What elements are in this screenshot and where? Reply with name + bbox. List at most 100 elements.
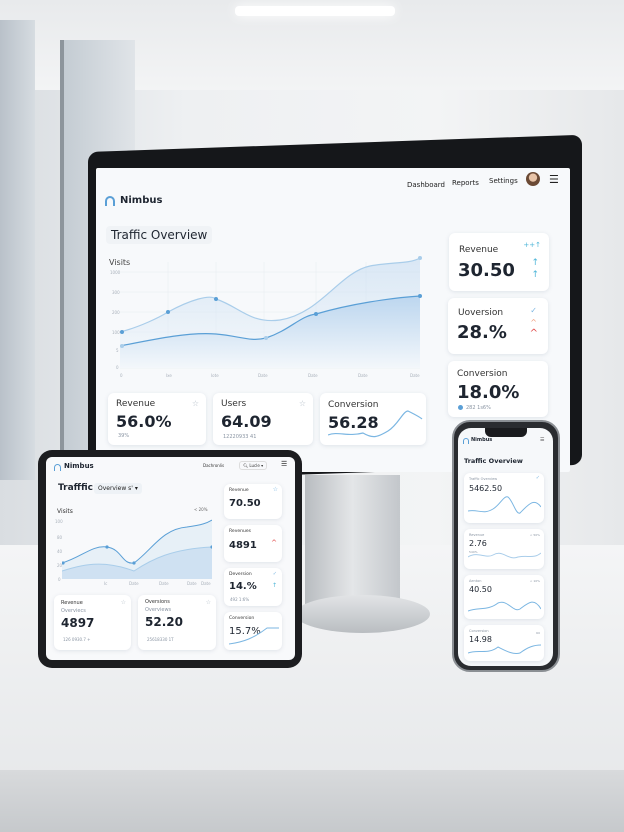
card-value: 18.0% xyxy=(457,382,520,403)
card-label: Oversions xyxy=(145,599,170,605)
overview-dropdown[interactable]: Overview s' ▾ xyxy=(94,483,142,494)
x-tick: Date xyxy=(187,581,197,586)
card-badge: < 10% xyxy=(529,579,540,583)
visits-area-chart xyxy=(120,256,422,369)
deversion-side-card[interactable]: Deversion 14.% ✓ ↑ 492 1:6% xyxy=(224,568,282,606)
conversion-card[interactable]: Conversion 56.28 xyxy=(320,393,426,445)
y-tick: 100 xyxy=(112,330,120,335)
arrow-up-icon: ↑ ↑ xyxy=(531,258,539,280)
conversion-side-card[interactable]: Conversion 18.0% 282 1s6% xyxy=(448,361,548,417)
revenue-card[interactable]: Revenue ☆ 56.0% 39% xyxy=(108,393,206,445)
menu-icon[interactable]: ☰ xyxy=(549,173,559,186)
menu-icon[interactable]: ☰ xyxy=(540,437,545,443)
card-sub: 540% xyxy=(469,550,478,554)
card-value: 14.% xyxy=(229,581,257,592)
card-value: 64.09 xyxy=(221,412,272,431)
visits-area-chart xyxy=(62,519,212,579)
x-tick: Date xyxy=(358,373,368,378)
card-value: 5462.50 xyxy=(469,484,503,493)
dropdown-value: Overview s' xyxy=(98,485,133,492)
revenues-side-card[interactable]: Revenues 4891 ^ xyxy=(224,525,282,562)
revenue-side-card[interactable]: Revenue ☆ 70.50 xyxy=(224,484,282,519)
aenton-card[interactable]: Aenton < 10% 40.50 xyxy=(464,575,544,619)
caret-up-icon: ^ xyxy=(271,539,277,547)
card-value: 4891 xyxy=(229,540,257,551)
revenue-card[interactable]: Revenue Overviecs ☆ 4897 126 0930.7 + xyxy=(54,595,131,650)
x-tick: Date xyxy=(308,373,318,378)
star-icon[interactable]: ☆ xyxy=(120,599,126,606)
x-tick: Date xyxy=(410,373,420,378)
card-label: Aenton xyxy=(469,579,482,583)
users-card[interactable]: Users ☆ 64.09 12220933 41 xyxy=(213,393,313,445)
search-dropdown[interactable]: 🔍︎ Lucle ▾ xyxy=(239,461,268,470)
conversion-card[interactable]: Conversion 60 14.98 xyxy=(464,625,544,661)
card-value: 2.76 xyxy=(469,539,487,548)
nav-settings[interactable]: Settings xyxy=(489,177,518,185)
revenue-card[interactable]: Revenue < 50% 2.76 540% xyxy=(464,529,544,569)
nav-dashboard[interactable]: Dashboard xyxy=(407,181,445,189)
nav-dashboard[interactable]: Dachronlis xyxy=(203,463,225,468)
conversion-sparkline xyxy=(328,410,423,438)
x-tick: 0 xyxy=(120,373,123,378)
card-sub: 126 0930.7 + xyxy=(63,637,91,642)
nimbus-logo-icon xyxy=(54,464,61,471)
chart-label: Visits xyxy=(57,508,73,515)
oversions-card[interactable]: Oversions Overviews ☆ 52.20 25618330 1T xyxy=(138,595,216,650)
monitor-stand xyxy=(305,475,400,605)
conversion-sparkline xyxy=(229,627,279,645)
card-value: 70.50 xyxy=(229,498,261,509)
conversion-side-card[interactable]: Conversion 15.7% xyxy=(224,612,282,650)
caret-up-icon: ^ xyxy=(530,318,537,327)
y-tick: 40 xyxy=(57,549,63,554)
revenue-side-card[interactable]: Revenue ++↑ 30.50 ↑ ↑ xyxy=(449,233,549,291)
card-label: Revenues xyxy=(229,529,251,534)
menu-icon[interactable]: ☰ xyxy=(281,460,288,468)
y-tick: 300 xyxy=(112,290,120,295)
nimbus-logo-icon xyxy=(105,196,115,206)
traffic-card[interactable]: Traffic Overview ✓ 5462.50 xyxy=(464,473,544,523)
page-title: Trafffic xyxy=(58,483,93,493)
card-value: 52.20 xyxy=(145,615,183,629)
card-label: Deversion xyxy=(229,572,252,577)
monitor-base xyxy=(295,595,430,633)
card-value: 56.0% xyxy=(116,412,172,431)
arrow-up-icon: ↑ xyxy=(271,582,277,589)
card-badge: 60 xyxy=(536,631,540,635)
x-tick: Ic xyxy=(104,581,108,586)
card-label: Revenue xyxy=(459,245,499,255)
card-label: Uoversion xyxy=(458,308,504,318)
card-value: 28.% xyxy=(457,322,507,343)
card-sub: 25618330 1T xyxy=(147,637,174,642)
page-title: Traffic Overview xyxy=(464,457,523,465)
x-tick: Date xyxy=(159,581,169,586)
sparkline xyxy=(468,552,541,559)
card-label: Conversion xyxy=(457,369,508,379)
card-value: 30.50 xyxy=(458,260,515,281)
window xyxy=(0,20,35,480)
phone-notch xyxy=(485,428,527,437)
nav-reports[interactable]: Reports xyxy=(452,179,479,187)
star-icon[interactable]: ☆ xyxy=(298,399,306,408)
star-icon[interactable]: ☆ xyxy=(205,599,211,606)
uoversion-side-card[interactable]: Uoversion 28.% ✓ ^ ^ xyxy=(448,298,548,354)
y-tick: 0 xyxy=(58,577,61,582)
card-value: 15.7% xyxy=(229,626,261,637)
ceiling-light xyxy=(235,6,395,16)
search-value: Lucle xyxy=(249,463,260,468)
card-sub-label: Overviews xyxy=(145,607,172,613)
card-label: Traffic Overview xyxy=(469,477,498,481)
trend-badge: ++↑ xyxy=(523,241,541,249)
avatar[interactable] xyxy=(526,172,540,186)
card-sub: 282 1s6% xyxy=(466,405,491,411)
card-value: 56.28 xyxy=(328,413,379,432)
card-sub: 12220933 41 xyxy=(223,434,257,440)
card-label: Users xyxy=(221,399,247,409)
card-sub: 492 1:6% xyxy=(230,597,250,602)
sparkline xyxy=(468,496,541,514)
star-icon[interactable]: ☆ xyxy=(272,486,278,493)
card-badge: < 50% xyxy=(529,533,540,537)
check-icon: ✓ xyxy=(535,475,540,481)
card-label: Conversion xyxy=(328,400,379,410)
star-icon[interactable]: ☆ xyxy=(191,399,199,408)
status-dot-icon xyxy=(458,405,463,410)
